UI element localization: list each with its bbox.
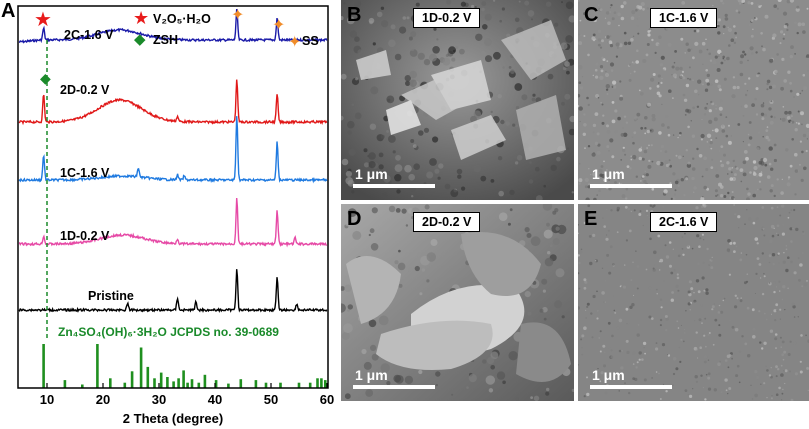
scale-bar-line — [590, 385, 672, 389]
xrd-series-line — [18, 79, 328, 126]
reference-bar — [186, 382, 189, 388]
ss-marker-icon: ✦ — [288, 34, 301, 51]
sem-panel-c: C 1C-1.6 V 1 μm — [578, 0, 809, 200]
panel-letter-b: B — [347, 4, 362, 26]
legend-v2o5-label: V₂O₅·H₂O — [153, 12, 211, 26]
series-label-1d: 1D-0.2 V — [60, 229, 110, 243]
scale-bar-label: 1 μm — [592, 367, 625, 383]
xrd-series-line — [18, 269, 328, 314]
scale-bar-label: 1 μm — [355, 166, 388, 182]
x-tick-label: 20 — [96, 392, 110, 407]
reference-bar — [320, 378, 323, 388]
sem-label-d: 2D-0.2 V — [413, 212, 481, 232]
x-tick-label: 30 — [152, 392, 166, 407]
plot-frame — [17, 5, 329, 389]
x-axis-label: 2 Theta (degree) — [123, 411, 223, 426]
reference-bars — [42, 344, 327, 388]
reference-bar — [109, 378, 112, 388]
panel-letter-d: D — [347, 208, 362, 230]
reference-bar — [166, 377, 169, 388]
reference-bar — [316, 378, 319, 388]
xrd-chart: 10 20 30 40 50 60 A ★ ★ V₂O₅·H₂O ◆ ZSH ✦ ✦ ✦ … — [1, 0, 334, 426]
xrd-series-line — [18, 116, 328, 184]
legend-zsh-label: ZSH — [153, 33, 178, 47]
reference-label: Zn₄SO₄(OH)₆·3H₂O JCPDS no. 39-0689 — [58, 325, 279, 339]
reference-bar — [264, 382, 268, 388]
reference-bar — [197, 382, 201, 388]
reference-bar — [159, 372, 163, 388]
series-label-1c: 1C-1.6 V — [60, 166, 110, 180]
reference-bar — [214, 380, 218, 388]
xrd-series-line — [18, 9, 328, 44]
reference-bar — [279, 382, 282, 388]
reference-bar — [153, 378, 156, 388]
reference-bar — [139, 347, 143, 388]
ss-marker-icon: ✦ — [272, 17, 285, 34]
series-label-2c: 2C-1.6 V — [64, 28, 114, 42]
reference-bar — [177, 378, 180, 388]
x-tick-label: 10 — [40, 392, 54, 407]
reference-bar — [239, 379, 243, 388]
sem-panel-b: B 1D-0.2 V 1 μm — [341, 0, 574, 200]
reference-bar — [254, 380, 258, 388]
reference-bar — [308, 382, 312, 388]
reference-bar — [203, 374, 207, 388]
reference-bar — [172, 381, 175, 388]
zsh-diamond-icon: ◆ — [40, 70, 51, 86]
legend-star-icon: ★ — [34, 9, 52, 31]
scale-bar-label: 1 μm — [355, 367, 388, 383]
sem-image-e — [578, 204, 809, 401]
ss-marker-icon: ✦ — [231, 7, 244, 24]
scale-bar-label: 1 μm — [592, 166, 625, 182]
xrd-series-line — [19, 197, 328, 248]
sem-image-d — [341, 204, 574, 401]
reference-bar — [96, 344, 99, 388]
reference-bar — [130, 371, 134, 388]
reference-bar — [81, 384, 84, 388]
series-label-2d: 2D-0.2 V — [60, 83, 110, 97]
x-tick-label: 60 — [320, 392, 334, 407]
scale-bar-e: 1 μm — [590, 367, 680, 389]
reference-bar — [190, 379, 194, 388]
panel-letter-c: C — [584, 4, 599, 26]
reference-bar — [123, 382, 127, 388]
legend-zsh-diamond-icon: ◆ — [134, 31, 146, 48]
panel-letter-a: A — [1, 0, 15, 22]
reference-bar — [324, 380, 327, 388]
sem-image-b — [341, 0, 574, 200]
xrd-curves — [18, 9, 328, 314]
reference-bar — [146, 366, 150, 388]
sem-label-b: 1D-0.2 V — [413, 8, 481, 28]
reference-bar — [63, 380, 67, 388]
legend-v2o5-star-icon: ★ — [133, 8, 149, 28]
sem-label-c: 1C-1.6 V — [650, 8, 718, 28]
scale-bar-line — [353, 385, 435, 389]
series-label-pristine: Pristine — [88, 289, 134, 303]
scale-bar-b: 1 μm — [353, 166, 443, 188]
reference-bar — [297, 382, 301, 388]
x-tick-label: 40 — [208, 392, 222, 407]
reference-bar — [182, 370, 185, 388]
sem-panel-e: E 2C-1.6 V 1 μm — [578, 204, 809, 401]
legend-ss-label: SS — [302, 34, 319, 48]
sem-label-e: 2C-1.6 V — [650, 212, 718, 232]
panel-letter-e: E — [584, 208, 598, 230]
scale-bar-line — [353, 184, 435, 188]
x-tick-label: 50 — [264, 392, 278, 407]
reference-bar — [227, 383, 230, 388]
reference-bar — [42, 344, 45, 388]
scale-bar-c: 1 μm — [590, 166, 680, 188]
x-axis-ticks: 10 20 30 40 50 60 — [40, 383, 334, 407]
scale-bar-d: 1 μm — [353, 367, 443, 389]
sem-panel-d: D 2D-0.2 V 1 μm — [341, 204, 574, 401]
sem-image-c — [578, 0, 809, 200]
scale-bar-line — [590, 184, 672, 188]
